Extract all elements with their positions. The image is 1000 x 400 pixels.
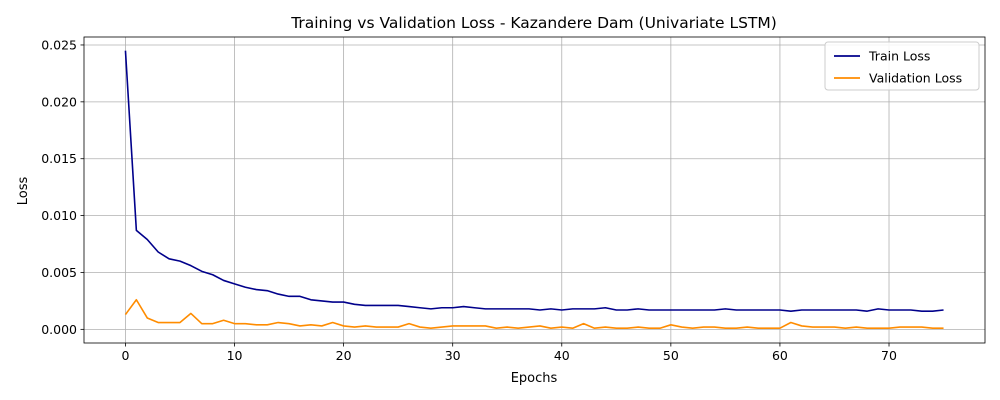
axis-ticks: 0 10 20 30 40 50 60 70 0.000 0.005 0.010 0.015 0.020… [41, 37, 897, 363]
series-lines [124, 50, 944, 330]
x-tick-label: 40 [554, 348, 570, 363]
y-tick-label: 0.000 [41, 322, 77, 337]
series-line-validation-loss [124, 298, 944, 330]
y-tick-label: 0.010 [41, 208, 77, 223]
legend-label-validation-loss: Validation Loss [869, 71, 962, 86]
legend-box [824, 41, 980, 91]
y-tick-label: 0.015 [41, 151, 77, 166]
x-tick-label: 50 [663, 348, 679, 363]
y-axis-label: Loss [16, 177, 31, 206]
x-tick-label: 30 [445, 348, 461, 363]
y-tick-label: 0.025 [41, 37, 77, 52]
x-tick-label: 10 [227, 348, 243, 363]
y-tick-label: 0.005 [41, 265, 77, 280]
legend-label-train-loss: Train Loss [868, 49, 930, 64]
legend: Train Loss Validation Loss [824, 41, 980, 91]
y-tick-label: 0.020 [41, 94, 77, 109]
x-axis-label: Epochs [511, 371, 558, 386]
series-line-train-loss [124, 50, 944, 312]
x-tick-label: 0 [121, 348, 129, 363]
x-tick-label: 60 [772, 348, 788, 363]
plot-frame [83, 36, 986, 344]
x-tick-label: 20 [336, 348, 352, 363]
chart-title: Training vs Validation Loss - Kazandere … [290, 14, 777, 32]
x-tick-label: 70 [881, 348, 897, 363]
